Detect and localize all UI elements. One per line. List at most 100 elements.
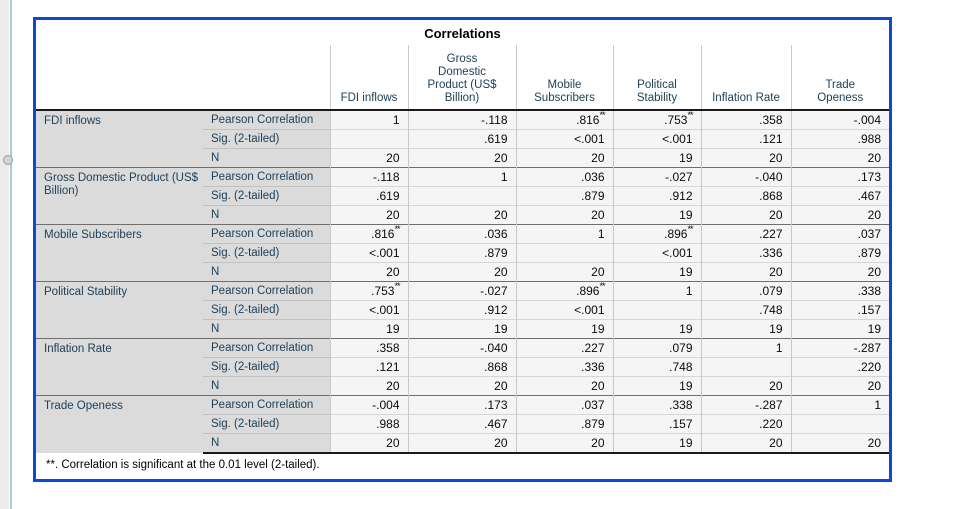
cell-value: .336 (515, 357, 613, 377)
column-header: Trade Openess (790, 45, 889, 111)
cell-value: .173 (790, 167, 889, 187)
cell-value (612, 300, 701, 320)
cell-value: 1 (612, 281, 701, 301)
row-group-label: Gross Domestic Product (US$ Billion) (36, 167, 203, 225)
cell-value: 20 (407, 433, 516, 454)
cell-value: .619 (407, 129, 516, 149)
row-group-label: Political Stability (36, 281, 203, 339)
grid-body: FDI inflows Pearson Correlation 1 -.118.816… (36, 110, 889, 454)
cell-value: 20 (700, 262, 791, 282)
cell-value: 19 (612, 148, 701, 168)
cell-value: .227 (515, 338, 613, 358)
table-title: Correlations (424, 26, 501, 41)
cell-value: .336 (700, 243, 791, 263)
pane-divider-handle[interactable] (3, 155, 13, 165)
cell-value: .037 (790, 224, 889, 244)
cell-value: .036 (515, 167, 613, 187)
cell-value: .748 (612, 357, 701, 377)
cell-value: 19 (612, 205, 701, 225)
column-header: Inflation Rate (700, 45, 791, 111)
cell-value: .227 (700, 224, 791, 244)
cell-value: 19 (790, 319, 889, 339)
stat-label: Pearson Correlation (203, 167, 330, 187)
cell-value: .868 (700, 186, 791, 206)
cell-value: -.004 (790, 110, 889, 130)
cell-value: .988 (790, 129, 889, 149)
cell-value: -.040 (700, 167, 791, 187)
stat-label: Pearson Correlation (203, 110, 330, 130)
cell-value: 20 (329, 376, 408, 396)
cell-value: -.118 (329, 167, 408, 187)
row-group-label: FDI inflows (36, 110, 203, 168)
cell-value: 20 (700, 148, 791, 168)
cell-value: 19 (612, 262, 701, 282)
cell-value: .036 (407, 224, 516, 244)
stub-header (36, 45, 330, 111)
cell-value: .896** (612, 224, 701, 244)
cell-value: 20 (790, 376, 889, 396)
stat-label: N (203, 376, 330, 396)
pane-divider[interactable] (10, 0, 12, 509)
cell-value: 1 (700, 338, 791, 358)
cell-value: 20 (515, 376, 613, 396)
cell-value: 19 (612, 433, 701, 454)
cell-value: 20 (790, 262, 889, 282)
significance-stars: ** (394, 224, 400, 234)
cell-value: 20 (329, 148, 408, 168)
cell-value: <.001 (515, 300, 613, 320)
stat-label: Sig. (2-tailed) (203, 300, 330, 320)
stat-label: N (203, 148, 330, 168)
stat-label: N (203, 205, 330, 225)
cell-value: 19 (700, 319, 791, 339)
cell-value: .467 (407, 414, 516, 434)
column-header: Gross Domestic Product (US$ Billion) (407, 45, 516, 111)
cell-value: -.027 (612, 167, 701, 187)
cell-value: <.001 (329, 300, 408, 320)
cell-value: 20 (700, 376, 791, 396)
cell-value: .879 (790, 243, 889, 263)
column-header: Political Stability (612, 45, 701, 111)
stat-label: Sig. (2-tailed) (203, 129, 330, 149)
significance-stars: ** (599, 110, 605, 120)
cell-value: 1 (790, 395, 889, 415)
correlations-pivot-table[interactable]: Correlations FDI inflows Gross Domestic P… (33, 17, 892, 482)
cell-value: 20 (407, 376, 516, 396)
cell-value: 20 (407, 148, 516, 168)
cell-value: 20 (515, 433, 613, 454)
cell-value: .157 (790, 300, 889, 320)
cell-value: .748 (700, 300, 791, 320)
cell-value: .753** (612, 110, 701, 130)
cell-value: 19 (407, 319, 516, 339)
cell-value: .868 (407, 357, 516, 377)
cell-value: .037 (515, 395, 613, 415)
stat-label: Pearson Correlation (203, 224, 330, 244)
stat-label: Pearson Correlation (203, 338, 330, 358)
stat-label: Sig. (2-tailed) (203, 243, 330, 263)
cell-value: 20 (515, 262, 613, 282)
cell-value: 20 (329, 205, 408, 225)
cell-value: -.027 (407, 281, 516, 301)
significance-stars: ** (394, 281, 400, 291)
cell-value: .121 (329, 357, 408, 377)
cell-value: 1 (515, 224, 613, 244)
cell-value: 20 (329, 433, 408, 454)
row-group-label: Inflation Rate (36, 338, 203, 396)
stat-label: Pearson Correlation (203, 281, 330, 301)
cell-value: .079 (700, 281, 791, 301)
cell-value: 20 (329, 262, 408, 282)
cell-value: .816** (515, 110, 613, 130)
cell-value (700, 357, 791, 377)
outline-pane (0, 0, 9, 509)
cell-value: .358 (700, 110, 791, 130)
cell-value: 20 (407, 262, 516, 282)
grid-header: FDI inflows Gross Domestic Product (US$ B… (36, 45, 889, 111)
stat-label: Sig. (2-tailed) (203, 357, 330, 377)
cell-value: .358 (329, 338, 408, 358)
correlations-grid: FDI inflows Gross Domestic Product (US$ B… (36, 45, 889, 454)
stat-label: N (203, 319, 330, 339)
column-header: FDI inflows (329, 45, 408, 111)
row-group-label: Mobile Subscribers (36, 224, 203, 282)
cell-value: .220 (790, 357, 889, 377)
cell-value: 20 (790, 205, 889, 225)
